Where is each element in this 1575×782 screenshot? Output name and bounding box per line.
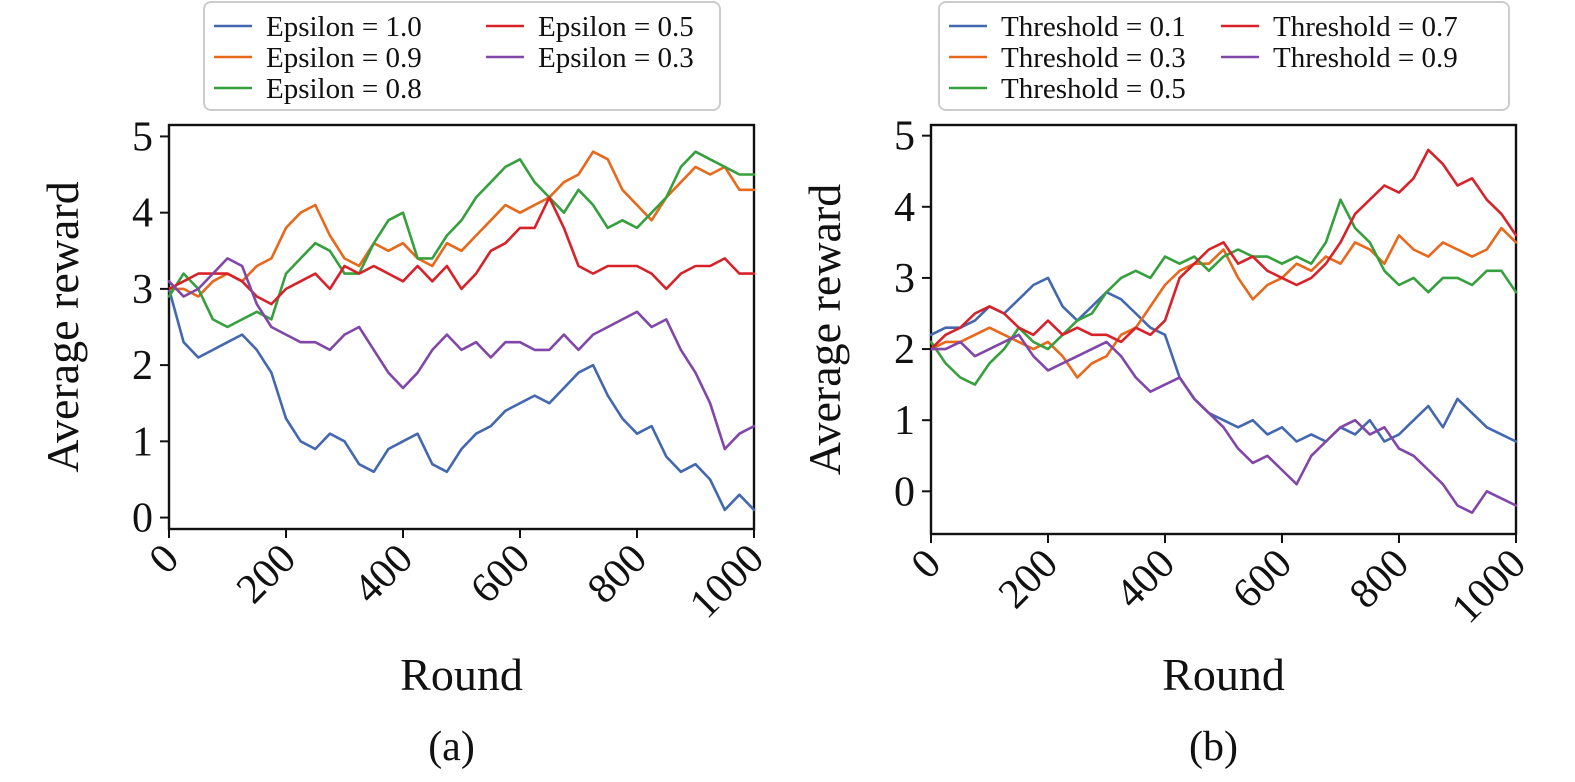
panel-b: 0 1 2 3 4 5 0 200 400 600 800 1000 Average reward Rou… <box>799 1 1535 770</box>
x-tick-label: 1000 <box>1443 541 1535 633</box>
y-tick-label: 2 <box>894 327 915 373</box>
legend-label: Threshold = 0.7 <box>1273 11 1458 43</box>
y-tick-label: 4 <box>894 185 915 231</box>
y-tick-label: 3 <box>894 256 915 302</box>
x-tick-label: 800 <box>579 536 656 613</box>
x-tick-label: 400 <box>1107 541 1184 618</box>
legend-label: Threshold = 0.5 <box>1001 73 1186 105</box>
legend-label: Epsilon = 0.3 <box>538 42 694 74</box>
x-tick-label: 200 <box>990 541 1067 618</box>
y-tick-label: 5 <box>132 114 153 160</box>
series-line-5 <box>167 257 756 451</box>
y-tick-label: 3 <box>132 267 153 313</box>
panel-a: 0 1 2 3 4 5 0 200 400 600 800 1000 Average reward Rou… <box>37 1 773 770</box>
plot-frame <box>929 123 1518 536</box>
series-line-4 <box>929 148 1518 351</box>
legend-box <box>203 1 721 111</box>
y-tick-label: 5 <box>894 114 915 160</box>
plot-frame <box>167 123 756 531</box>
y-tick-label: 4 <box>132 191 153 237</box>
series-line-3 <box>167 150 756 329</box>
series-line-1 <box>929 276 1518 443</box>
series-line-4 <box>167 196 756 306</box>
y-tick-label: 0 <box>132 496 153 542</box>
x-axis-title: Round <box>1162 649 1285 700</box>
y-tick-label: 2 <box>132 343 153 389</box>
legend-label: Epsilon = 0.5 <box>538 11 694 43</box>
x-tick-label: 0 <box>903 541 950 588</box>
x-tick-label: 400 <box>345 536 422 613</box>
x-tick-label: 600 <box>462 536 539 613</box>
series-line-5 <box>929 333 1518 515</box>
legend-label: Epsilon = 1.0 <box>266 11 422 43</box>
x-axis-title: Round <box>400 649 523 700</box>
y-axis-title: Average reward <box>799 184 850 476</box>
legend-label: Epsilon = 0.9 <box>266 42 422 74</box>
series-line-1 <box>167 287 756 512</box>
y-tick-label: 1 <box>894 398 915 444</box>
x-tick-label: 0 <box>141 536 188 583</box>
x-tick-label: 1000 <box>681 536 773 628</box>
series-line-2 <box>929 226 1518 379</box>
legend-label: Threshold = 0.3 <box>1001 42 1186 74</box>
x-tick-label: 600 <box>1224 541 1301 618</box>
y-tick-label: 0 <box>894 469 915 515</box>
x-tick-label: 800 <box>1341 541 1418 618</box>
y-axis-title: Average reward <box>37 181 88 473</box>
panel-caption: (a) <box>428 724 475 770</box>
legend-label: Epsilon = 0.8 <box>266 73 422 105</box>
series-line-2 <box>167 150 756 298</box>
series-line-3 <box>929 198 1518 386</box>
y-tick-label: 1 <box>132 419 153 465</box>
x-tick-label: 200 <box>228 536 305 613</box>
legend-label: Threshold = 0.9 <box>1273 42 1458 74</box>
legend-label: Threshold = 0.1 <box>1001 11 1186 43</box>
panel-caption: (b) <box>1189 724 1238 770</box>
